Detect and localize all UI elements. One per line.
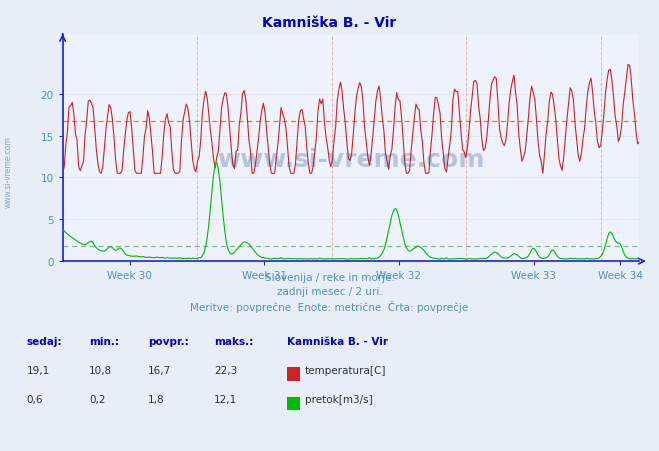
Text: Slovenija / reke in morje.: Slovenija / reke in morje. bbox=[264, 273, 395, 283]
Text: povpr.:: povpr.: bbox=[148, 336, 189, 346]
Text: 1,8: 1,8 bbox=[148, 395, 165, 405]
Text: 16,7: 16,7 bbox=[148, 365, 171, 375]
Text: zadnji mesec / 2 uri.: zadnji mesec / 2 uri. bbox=[277, 286, 382, 296]
Text: 10,8: 10,8 bbox=[89, 365, 112, 375]
Text: 22,3: 22,3 bbox=[214, 365, 237, 375]
Text: Kamniška B. - Vir: Kamniška B. - Vir bbox=[287, 336, 387, 346]
Text: sedaj:: sedaj: bbox=[26, 336, 62, 346]
Text: www.si-vreme.com: www.si-vreme.com bbox=[217, 148, 484, 172]
Text: min.:: min.: bbox=[89, 336, 119, 346]
Text: 0,6: 0,6 bbox=[26, 395, 43, 405]
Text: www.si-vreme.com: www.si-vreme.com bbox=[4, 135, 13, 207]
Text: pretok[m3/s]: pretok[m3/s] bbox=[305, 395, 373, 405]
Text: 19,1: 19,1 bbox=[26, 365, 49, 375]
Text: maks.:: maks.: bbox=[214, 336, 254, 346]
Text: temperatura[C]: temperatura[C] bbox=[305, 365, 387, 375]
Text: Kamniška B. - Vir: Kamniška B. - Vir bbox=[262, 16, 397, 30]
Text: 12,1: 12,1 bbox=[214, 395, 237, 405]
Text: 0,2: 0,2 bbox=[89, 395, 105, 405]
Text: Meritve: povprečne  Enote: metrične  Črta: povprečje: Meritve: povprečne Enote: metrične Črta:… bbox=[190, 300, 469, 312]
